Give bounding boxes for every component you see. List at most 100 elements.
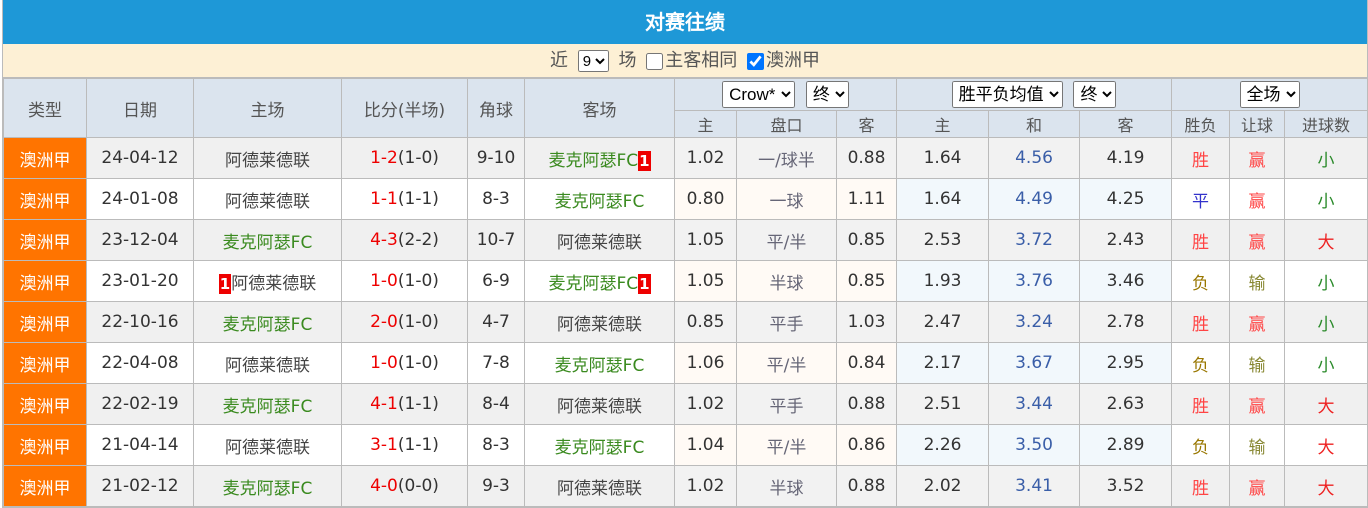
score-cell[interactable]: 4-1(1-1) bbox=[341, 383, 468, 425]
avg-home: 2.02 bbox=[896, 465, 990, 507]
away-team-link[interactable]: 麦克阿瑟FC bbox=[554, 437, 645, 458]
goals-result-cell: 大 bbox=[1284, 424, 1368, 466]
col-date: 日期 bbox=[86, 78, 194, 138]
away-team-link[interactable]: 麦克阿瑟FC bbox=[554, 355, 645, 376]
col-away: 客场 bbox=[524, 78, 675, 138]
goals-result-cell: 大 bbox=[1284, 219, 1368, 261]
score-cell[interactable]: 4-0(0-0) bbox=[341, 465, 468, 507]
odds-home: 1.02 bbox=[674, 137, 737, 179]
subheader: 主 bbox=[674, 110, 737, 138]
handicap-cell: 半球 bbox=[736, 465, 837, 507]
avg-select[interactable]: 胜平负均值 bbox=[951, 81, 1063, 108]
away-team-link[interactable]: 阿德莱德联 bbox=[557, 232, 642, 253]
away-cell: 麦克阿瑟FC bbox=[524, 424, 675, 466]
corner-cell: 9-10 bbox=[467, 137, 525, 179]
home-team-link[interactable]: 麦克阿瑟FC bbox=[222, 478, 313, 499]
near-label: 近 bbox=[550, 50, 569, 71]
league-cell[interactable]: 澳洲甲 bbox=[3, 219, 87, 261]
full-time-score: 2-0 bbox=[370, 312, 398, 332]
avg-away: 3.52 bbox=[1079, 465, 1173, 507]
subheader: 让球 bbox=[1229, 110, 1286, 138]
league-checkbox[interactable] bbox=[746, 52, 764, 70]
avg-draw: 4.49 bbox=[988, 178, 1081, 220]
odds-away: 0.84 bbox=[835, 342, 898, 384]
handicap-cell: 一/球半 bbox=[736, 137, 837, 179]
full-time-score: 3-1 bbox=[370, 435, 398, 455]
score-cell[interactable]: 1-1(1-1) bbox=[341, 178, 468, 220]
goals-result-cell: 大 bbox=[1284, 383, 1368, 425]
same-home-away-checkbox[interactable] bbox=[646, 52, 664, 70]
home-team-link[interactable]: 阿德莱德联 bbox=[225, 191, 310, 212]
league-cell[interactable]: 澳洲甲 bbox=[3, 424, 87, 466]
away-team-link[interactable]: 阿德莱德联 bbox=[557, 314, 642, 335]
date-cell: 22-04-08 bbox=[86, 342, 194, 384]
league-cell[interactable]: 澳洲甲 bbox=[3, 383, 87, 425]
avg-home: 1.64 bbox=[896, 137, 990, 179]
away-cell: 阿德莱德联 bbox=[524, 383, 675, 425]
match-row: 澳洲甲 23-01-20 1阿德莱德联 1-0(1-0) 6-9 麦克阿瑟FC1 1.05 半… bbox=[3, 260, 1368, 302]
league-cell[interactable]: 澳洲甲 bbox=[3, 178, 87, 220]
result-cell: 胜 bbox=[1171, 465, 1231, 507]
league-cell[interactable]: 澳洲甲 bbox=[3, 260, 87, 302]
handicap-cell: 平手 bbox=[736, 301, 837, 343]
goals-result-cell: 大 bbox=[1284, 465, 1368, 507]
full-time-score: 1-2 bbox=[370, 148, 398, 168]
full-time-score: 4-3 bbox=[370, 230, 398, 250]
away-team-link[interactable]: 阿德莱德联 bbox=[557, 396, 642, 417]
away-team-link[interactable]: 麦克阿瑟FC bbox=[548, 150, 639, 171]
league-cell[interactable]: 澳洲甲 bbox=[3, 301, 87, 343]
home-team-link[interactable]: 阿德莱德联 bbox=[225, 437, 310, 458]
home-team-link[interactable]: 麦克阿瑟FC bbox=[222, 314, 313, 335]
home-team-link[interactable]: 麦克阿瑟FC bbox=[222, 232, 313, 253]
home-team-link[interactable]: 阿德莱德联 bbox=[225, 150, 310, 171]
home-team-link[interactable]: 麦克阿瑟FC bbox=[222, 396, 313, 417]
h2h-table: 类型 日期 主场 比分(半场) 角球 客场 Crow* 终 胜平负均值 终 全场… bbox=[3, 78, 1368, 507]
odds-home: 1.06 bbox=[674, 342, 737, 384]
league-cell[interactable]: 澳洲甲 bbox=[3, 465, 87, 507]
result-cell: 负 bbox=[1171, 424, 1231, 466]
odds-home: 1.02 bbox=[674, 383, 737, 425]
full-time-score: 1-0 bbox=[370, 353, 398, 373]
league-cell[interactable]: 澳洲甲 bbox=[3, 137, 87, 179]
scope-select[interactable]: 全场 bbox=[1239, 81, 1300, 108]
goals-result-cell: 小 bbox=[1284, 178, 1368, 220]
match-row: 澳洲甲 24-04-12 阿德莱德联 1-2(1-0) 9-10 麦克阿瑟FC1 1.02 一… bbox=[3, 137, 1368, 179]
subheader: 主 bbox=[896, 110, 990, 138]
half-time-score: (2-2) bbox=[397, 230, 439, 250]
league-cell[interactable]: 澳洲甲 bbox=[3, 342, 87, 384]
match-row: 澳洲甲 23-12-04 麦克阿瑟FC 4-3(2-2) 10-7 阿德莱德联 1.05 平/… bbox=[3, 219, 1368, 261]
away-team-link[interactable]: 阿德莱德联 bbox=[557, 478, 642, 499]
handicap-cell: 平/半 bbox=[736, 342, 837, 384]
odds-home: 0.85 bbox=[674, 301, 737, 343]
corner-cell: 7-8 bbox=[467, 342, 525, 384]
home-team-link[interactable]: 阿德莱德联 bbox=[225, 355, 310, 376]
half-time-score: (1-1) bbox=[397, 394, 439, 414]
odds-time-select[interactable]: 终 bbox=[805, 81, 849, 108]
handicap-result-cell: 赢 bbox=[1229, 301, 1286, 343]
same-home-away-label: 主客相同 bbox=[665, 50, 738, 71]
home-team-link[interactable]: 阿德莱德联 bbox=[231, 273, 317, 294]
red-card-badge: 1 bbox=[218, 273, 232, 294]
avg-away: 2.43 bbox=[1079, 219, 1173, 261]
avg-away: 4.25 bbox=[1079, 178, 1173, 220]
odds-away: 1.03 bbox=[835, 301, 898, 343]
result-cell: 胜 bbox=[1171, 219, 1231, 261]
half-time-score: (1-1) bbox=[397, 189, 439, 209]
score-cell[interactable]: 4-3(2-2) bbox=[341, 219, 468, 261]
odds-away: 0.88 bbox=[835, 383, 898, 425]
col-corner: 角球 bbox=[467, 78, 525, 138]
match-count-select[interactable]: 9 bbox=[577, 50, 609, 72]
company-select[interactable]: Crow* bbox=[722, 81, 796, 108]
score-cell[interactable]: 1-0(1-0) bbox=[341, 342, 468, 384]
away-cell: 阿德莱德联 bbox=[524, 465, 675, 507]
away-team-link[interactable]: 麦克阿瑟FC bbox=[554, 191, 645, 212]
score-cell[interactable]: 2-0(1-0) bbox=[341, 301, 468, 343]
avg-time-select[interactable]: 终 bbox=[1073, 81, 1117, 108]
score-cell[interactable]: 1-2(1-0) bbox=[341, 137, 468, 179]
score-cell[interactable]: 1-0(1-0) bbox=[341, 260, 468, 302]
away-team-link[interactable]: 麦克阿瑟FC bbox=[548, 273, 639, 294]
score-cell[interactable]: 3-1(1-1) bbox=[341, 424, 468, 466]
odds-away: 1.11 bbox=[835, 178, 898, 220]
scope-header: 全场 bbox=[1171, 78, 1368, 111]
home-cell: 阿德莱德联 bbox=[193, 137, 342, 179]
